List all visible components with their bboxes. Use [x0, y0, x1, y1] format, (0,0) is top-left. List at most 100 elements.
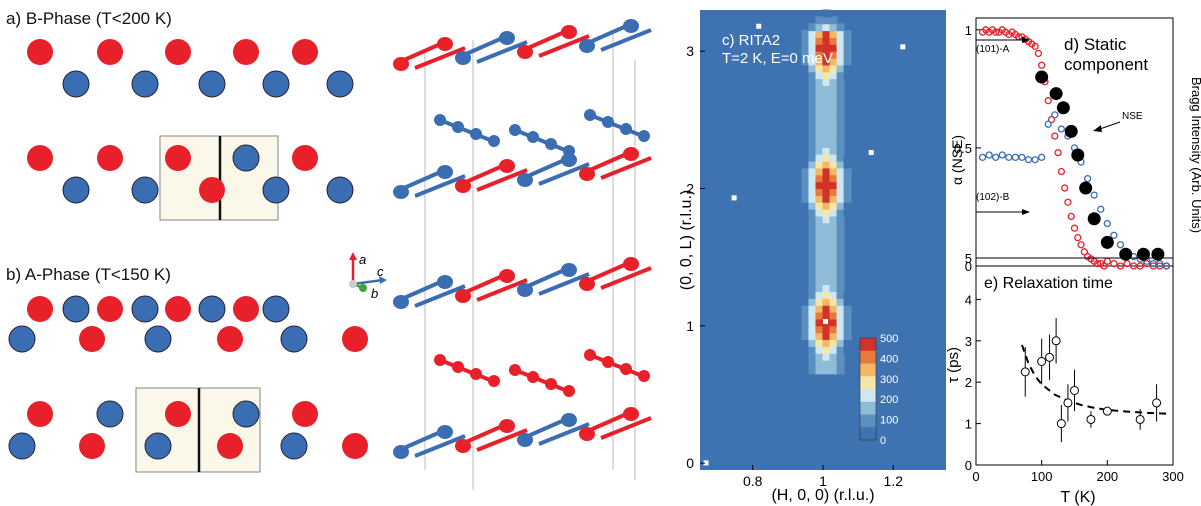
colorbar-label-0: 500: [880, 333, 898, 345]
heat-cell: [829, 126, 838, 135]
heat-cell: [836, 174, 845, 183]
pd-point-102B: [1011, 153, 1020, 162]
heat-xtick-label-0: 0.8: [743, 473, 763, 489]
axis-origin: [349, 280, 357, 288]
heat-cell: [808, 325, 817, 334]
heat-cell: [808, 194, 817, 203]
heat-cell: [815, 181, 824, 190]
heat-cell: [843, 167, 852, 176]
pd-point-nse: [1079, 181, 1093, 195]
heat-cell: [836, 201, 845, 210]
panel-d-ylabel: α (NSE): [949, 135, 965, 185]
panel-d-plot: d) Static component α (NSE) Bragg Intens…: [949, 17, 1201, 274]
colorbar-label-3: 200: [880, 394, 898, 406]
heat-cell: [836, 188, 845, 196]
heat-cell: [815, 249, 824, 258]
heat-cell: [843, 332, 852, 341]
heat-cell: [843, 304, 852, 313]
heat-cell: [822, 98, 831, 107]
heat-cell: [808, 201, 817, 210]
atom-a-r4-4: [326, 176, 354, 204]
atom-b-r3-4: [292, 401, 318, 427]
heat-cell: [836, 318, 845, 327]
atom-b-r1-1: [97, 296, 123, 322]
atom-a-r2-2: [198, 70, 226, 98]
pe-point-10: [1152, 398, 1162, 408]
pd-point-101A: [1077, 241, 1085, 249]
heat-cell: [801, 297, 810, 306]
heat-cell: [829, 57, 838, 66]
heat-cell: [836, 249, 845, 258]
atom-b-r1-2: [165, 296, 191, 322]
heat-cell: [808, 50, 817, 59]
heat-cell: [836, 297, 845, 306]
heat-cell: [815, 57, 824, 66]
pd-point-102B: [1156, 259, 1164, 268]
heat-cell: [808, 160, 817, 169]
heat-cell: [808, 290, 817, 299]
pe-point-9: [1135, 414, 1145, 424]
atom-b-r4-0: [8, 432, 36, 460]
atom-5-3-a: [579, 427, 595, 441]
pd-point-101A: [1034, 49, 1043, 58]
heat-cell: [829, 85, 838, 93]
pd-point-nse: [1071, 148, 1085, 162]
heat-xtick-label-2: 1.2: [884, 473, 904, 489]
heat-cell: [815, 256, 824, 265]
heat-cell: [822, 270, 831, 279]
atom-a-r2-1: [131, 70, 159, 98]
heat-cell: [822, 139, 831, 148]
pd-point-101A: [1136, 262, 1144, 270]
heat-cell: [801, 325, 810, 334]
heat-cell: [815, 64, 824, 73]
heat-cell: [801, 174, 810, 183]
chain-atom-1-1-0: [509, 124, 521, 136]
heat-cell: [815, 23, 824, 32]
heat-cell: [829, 194, 838, 203]
arrow-102B-head: [1022, 209, 1030, 215]
heat-cell: [829, 30, 838, 38]
pd-point-nse: [1064, 124, 1078, 138]
heat-cell: [801, 167, 810, 176]
pd-point-102B: [1103, 219, 1111, 228]
heat-cell: [822, 181, 831, 190]
heat-cell: [829, 277, 838, 286]
heat-cell: [815, 277, 824, 286]
pd-point-101A: [1100, 262, 1108, 270]
pd-point-102B: [1110, 231, 1118, 239]
panel-d-title-1: d) Static: [1064, 35, 1127, 54]
heat-cell: [808, 78, 817, 87]
pd-point-102B: [1038, 153, 1046, 162]
bond2-0-1: [476, 40, 528, 64]
heat-cell: [829, 304, 838, 313]
heat-cell: [843, 30, 852, 38]
heat-cell: [829, 311, 838, 320]
crystal-chain-1: [434, 109, 650, 157]
heat-cell: [815, 133, 824, 141]
atom-5-1-b: [499, 419, 515, 433]
heat-cell: [815, 339, 824, 347]
pd-point-nse: [1119, 247, 1133, 261]
heat-cell: [836, 325, 845, 334]
heat-cell: [843, 160, 852, 169]
heat-cell: [801, 201, 810, 210]
heat-cell: [801, 345, 810, 354]
crystal-layer-3: [393, 257, 652, 309]
heat-cell: [822, 359, 831, 368]
pd-point-nse: [1035, 70, 1049, 84]
heat-speck-1: [900, 44, 906, 50]
pd-ytick-label-1: 0.5: [954, 141, 972, 156]
heat-cell: [822, 146, 831, 155]
heat-cell: [815, 284, 824, 292]
colorbar-seg-0: [860, 338, 876, 352]
pe-point-2: [1045, 352, 1055, 362]
heat-cell: [815, 208, 824, 217]
heat-cell: [815, 201, 824, 210]
atom-5-0-a: [393, 445, 409, 459]
heat-cell: [815, 36, 824, 45]
heat-cell: [815, 242, 824, 251]
heat-cell: [836, 160, 845, 169]
heat-cell: [836, 98, 845, 107]
heat-cell: [822, 57, 831, 66]
heat-cell: [822, 153, 831, 162]
